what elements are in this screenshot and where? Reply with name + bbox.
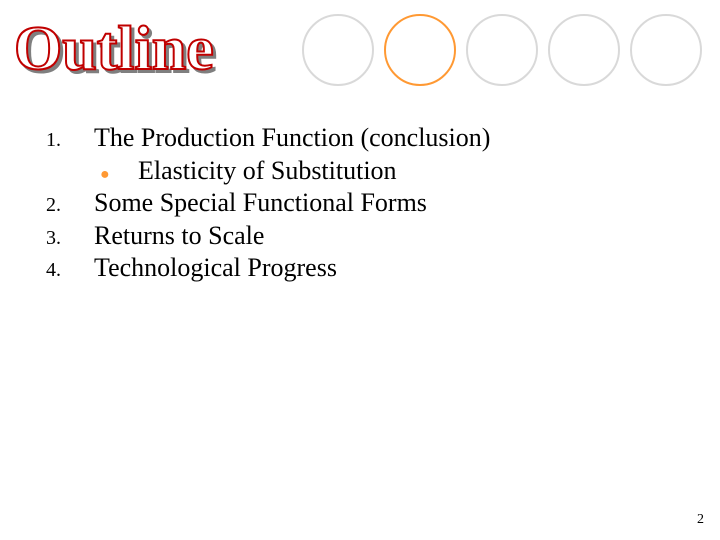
bullet-icon: ● [94,165,138,185]
outline-item-number: 2. [42,193,94,218]
outline-item-text: The Production Function (conclusion) [94,122,682,155]
outline-item-number: 4. [42,258,94,283]
circle-icon [548,14,620,86]
slide: { "title": { "text": "Outline", "font_si… [0,0,720,540]
outline-item-text: Returns to Scale [94,220,682,253]
page-number: 2 [697,512,704,528]
circle-icon [630,14,702,86]
outline-item: 1.The Production Function (conclusion) [42,122,682,155]
outline-item-text: Some Special Functional Forms [94,187,682,220]
outline-subitem: ●Elasticity of Substitution [94,155,682,188]
circle-icon [384,14,456,86]
outline-item-number: 3. [42,226,94,251]
circle-icon [302,14,374,86]
outline-body: 1.The Production Function (conclusion)●E… [42,122,682,285]
decorative-circles [302,14,702,86]
outline-item: 4.Technological Progress [42,252,682,285]
outline-item: 3.Returns to Scale [42,220,682,253]
outline-list: 1.The Production Function (conclusion)●E… [42,122,682,285]
outline-item-text: Technological Progress [94,252,682,285]
outline-item-number: 1. [42,128,94,153]
outline-item: 2.Some Special Functional Forms [42,187,682,220]
circle-icon [466,14,538,86]
slide-title: Outline [14,18,214,80]
outline-sublist: ●Elasticity of Substitution [42,155,682,188]
outline-subitem-text: Elasticity of Substitution [138,155,682,188]
